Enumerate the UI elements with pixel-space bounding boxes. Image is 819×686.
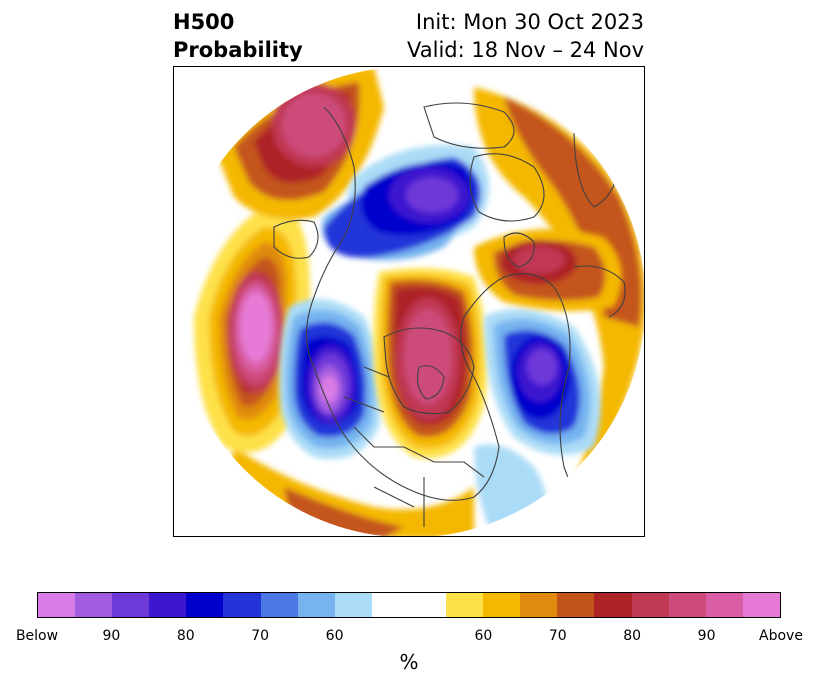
map-panel — [173, 66, 645, 537]
colorbar-tick-label: 90 — [102, 628, 121, 644]
colorbar-segment — [334, 593, 372, 617]
colorbar-segment — [371, 593, 409, 617]
colorbar-segment — [668, 593, 706, 617]
title-right: Init: Mon 30 Oct 2023 Valid: 18 Nov – 24… — [407, 8, 644, 64]
colorbar — [37, 592, 781, 618]
colorbar-tick-label: 80 — [176, 628, 195, 644]
colorbar-segment — [149, 593, 187, 617]
coastline-outlines — [273, 102, 626, 536]
colorbar-segment — [112, 593, 150, 617]
colorbar-tick-label: Above — [759, 628, 803, 644]
colorbar-segment — [483, 593, 521, 617]
colorbar-segment — [408, 593, 447, 617]
colorbar-segment — [446, 593, 484, 617]
colorbar-segment — [631, 593, 669, 617]
colorbar-tick-label: 70 — [251, 628, 270, 644]
colorbar-tick-label: 80 — [623, 628, 642, 644]
colorbar-segment — [75, 593, 113, 617]
colorbar-tick-label: 60 — [325, 628, 344, 644]
valid-range: Valid: 18 Nov – 24 Nov — [407, 38, 644, 62]
probability-map — [174, 67, 644, 536]
colorbar-segment — [594, 593, 632, 617]
product-title: H500 — [173, 10, 235, 34]
colorbar-segment — [520, 593, 558, 617]
colorbar-segment — [186, 593, 224, 617]
colorbar-tick-label: 90 — [697, 628, 716, 644]
colorbar-segment — [557, 593, 595, 617]
init-date: Init: Mon 30 Oct 2023 — [415, 10, 644, 34]
colorbar-segment — [297, 593, 335, 617]
colorbar-tick-label: 60 — [474, 628, 493, 644]
colorbar-unit-label: % — [399, 650, 419, 674]
colorbar-segment — [260, 593, 298, 617]
anomaly-field — [174, 67, 644, 536]
product-type: Probability — [173, 38, 303, 62]
colorbar-segment — [705, 593, 743, 617]
colorbar-segment — [223, 593, 261, 617]
colorbar-segment — [38, 593, 76, 617]
title-left: H500 Probability — [173, 8, 303, 64]
colorbar-segment — [742, 593, 780, 617]
colorbar-tick-label: 70 — [548, 628, 567, 644]
colorbar-tick-label: Below — [15, 628, 59, 644]
